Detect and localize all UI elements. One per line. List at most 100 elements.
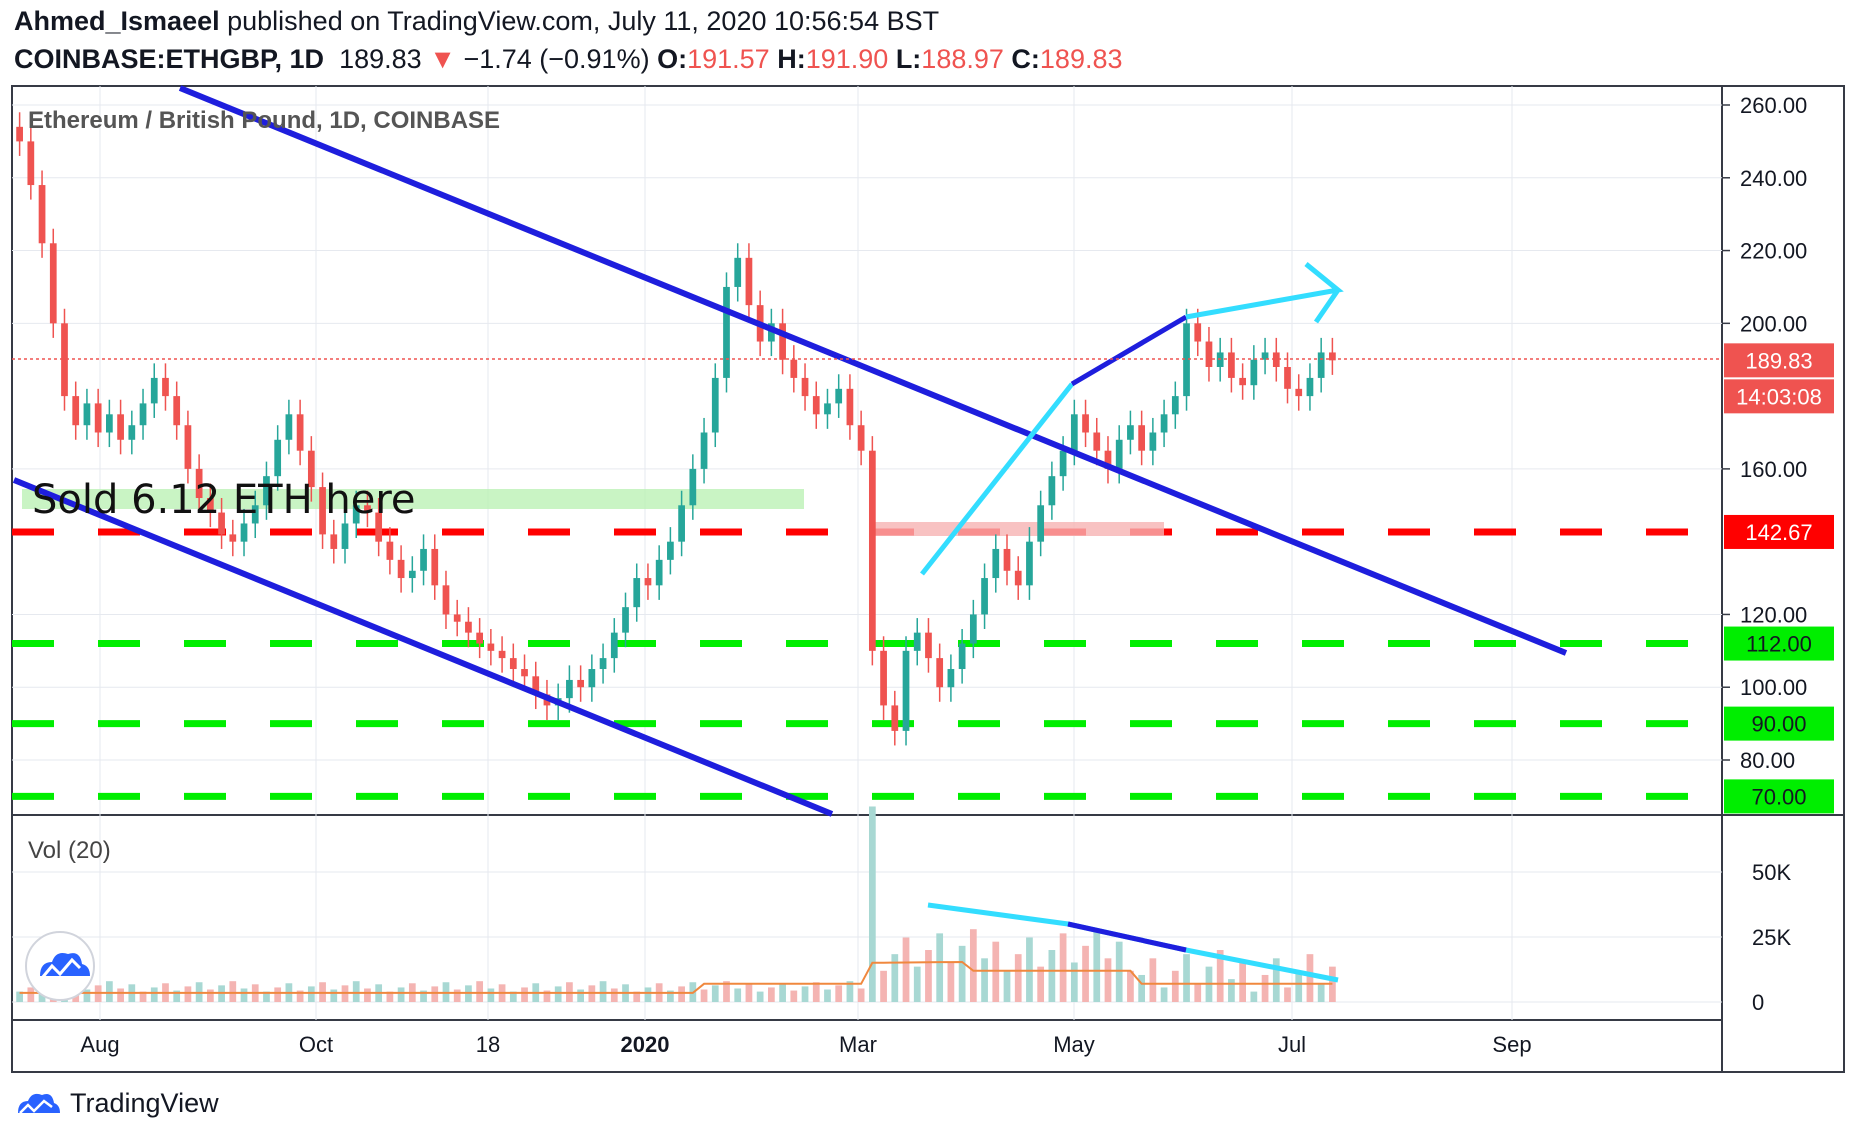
- price-label-bg: [1724, 706, 1834, 741]
- candle-body: [296, 414, 304, 451]
- price-tick-label: 100.00: [1740, 675, 1807, 700]
- low-value: 188.97: [921, 44, 1004, 74]
- volume-bar: [27, 987, 35, 1002]
- candle-body: [633, 578, 641, 608]
- volume-bar: [610, 988, 618, 1002]
- volume-trend-blue: [1067, 921, 1187, 953]
- volume-bar: [364, 988, 371, 1002]
- down-arrow-icon: ▼: [429, 44, 456, 74]
- candle-body: [465, 621, 472, 633]
- candle-body: [779, 323, 786, 360]
- volume-bar: [1160, 987, 1168, 1002]
- price-label-bg: [1724, 379, 1834, 414]
- red-zone: [872, 522, 1164, 536]
- candle-body: [734, 257, 742, 287]
- candle-body: [1070, 414, 1078, 451]
- volume-bar: [173, 990, 181, 1002]
- volume-bar: [790, 990, 798, 1002]
- candle-body: [49, 243, 57, 324]
- footer-brand[interactable]: TradingView: [14, 1088, 219, 1119]
- candle-body: [655, 559, 663, 586]
- symbol: COINBASE:ETHGBP, 1D: [14, 44, 325, 74]
- candle-body: [1272, 352, 1280, 367]
- volume-bar: [1228, 979, 1235, 1002]
- volume-bar: [723, 981, 730, 1002]
- candles: [16, 112, 1336, 746]
- volume-bar: [1261, 974, 1269, 1002]
- candle-body: [857, 425, 865, 451]
- volume-bar: [554, 986, 562, 1002]
- candle-body: [240, 523, 248, 542]
- candle-body: [1059, 450, 1067, 477]
- price-label-bg: [1724, 779, 1834, 814]
- candle-body: [307, 450, 315, 488]
- candle-body: [521, 669, 528, 677]
- volume-bar: [992, 941, 1000, 1002]
- candle-body: [184, 425, 192, 469]
- candle-body: [1014, 570, 1022, 586]
- candle-body: [251, 505, 259, 524]
- volume-bar: [420, 990, 427, 1002]
- price-tick-label: 160.00: [1740, 457, 1807, 482]
- candle-body: [139, 403, 147, 426]
- volume-bar: [981, 958, 988, 1002]
- volume-bar: [1306, 954, 1314, 1002]
- candle-body: [364, 505, 371, 513]
- candle-body: [1239, 377, 1246, 386]
- volume-bar: [880, 970, 887, 1002]
- candle-body: [1171, 396, 1179, 415]
- volume-bar: [824, 989, 831, 1002]
- candle-body: [195, 468, 203, 498]
- author-line: Ahmed_Ismaeel published on TradingView.c…: [14, 6, 939, 37]
- candle-body: [106, 414, 113, 433]
- candle-body: [745, 257, 753, 306]
- volume-bar: [1272, 958, 1280, 1002]
- tradingview-icon: [18, 1093, 60, 1114]
- volume-bar: [1183, 954, 1190, 1002]
- tradingview-logo-icon[interactable]: [25, 931, 95, 1001]
- candle-body: [16, 126, 23, 142]
- price-labels: 189.83 14:03:08 142.67 112.00 90.00 70.00: [1724, 343, 1834, 814]
- volume-bar: [397, 987, 405, 1002]
- candle-body: [925, 632, 932, 659]
- volume-bar: [1216, 950, 1224, 1002]
- time-tick-label: Mar: [839, 1032, 877, 1057]
- time-tick-label: 2020: [621, 1032, 670, 1057]
- candle-body: [442, 585, 450, 615]
- price-tick-label: 200.00: [1740, 311, 1807, 336]
- candle-body: [801, 377, 809, 397]
- price-label-level_142: 142.67: [1745, 520, 1812, 545]
- price-label-level_70: 70.00: [1751, 784, 1806, 809]
- candle-body: [891, 705, 899, 731]
- candle-body: [1149, 432, 1157, 451]
- candle-body: [83, 403, 91, 426]
- candle-body: [94, 403, 102, 433]
- candle-body: [1295, 388, 1303, 397]
- green-zone: [22, 489, 804, 509]
- volume-bar: [1082, 945, 1089, 1002]
- price-axis: 260.00 240.00 220.00 200.00 160.00 120.00 100.…: [1722, 93, 1807, 773]
- volume-title: Vol (20): [28, 837, 111, 864]
- chart-title: Ethereum / British Pound, 1D, COINBASE: [28, 107, 500, 134]
- volume-bar: [117, 988, 124, 1002]
- cyan-up-line: [920, 382, 1074, 576]
- candle-body: [498, 650, 506, 659]
- candle-body: [824, 403, 831, 415]
- cyan-arrow: [1185, 262, 1344, 324]
- volume-bar: [835, 985, 843, 1002]
- candle-body: [397, 559, 405, 579]
- candle-body: [229, 534, 237, 542]
- candle-body: [958, 643, 966, 670]
- price-tick-label: 260.00: [1740, 93, 1807, 118]
- volume-bar: [1149, 958, 1157, 1002]
- candle-body: [150, 377, 158, 404]
- volume-bar: [1026, 937, 1033, 1002]
- price-label-level_112: 112.00: [1746, 632, 1812, 657]
- candle-body: [1104, 450, 1112, 469]
- volume-bar: [812, 982, 820, 1002]
- candle-body: [577, 679, 584, 688]
- chart-frame: [11, 85, 1845, 1073]
- footer-brand-text: TradingView: [70, 1088, 219, 1118]
- volume-bar: [543, 990, 551, 1002]
